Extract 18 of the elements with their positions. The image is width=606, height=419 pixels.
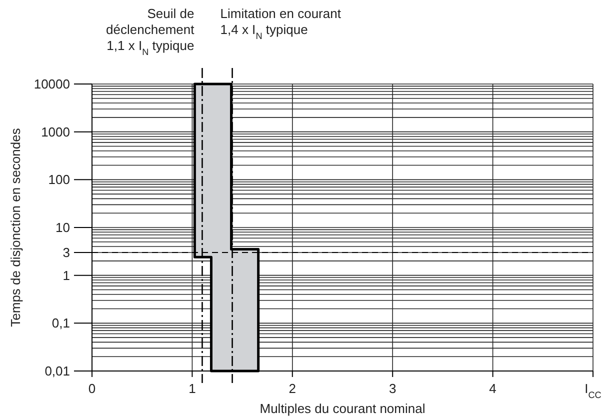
x-tick-label: 3	[388, 381, 396, 396]
y-tick-label: 10	[56, 220, 70, 236]
x-axis-title: Multiples du courant nominal	[260, 401, 426, 416]
x-tick-label: 4	[489, 381, 496, 396]
ref-line-label: Limitation en courant 1,4 x I$_{N}$ typique	[220, 6, 342, 41]
y-tick-label: 10000	[34, 76, 70, 92]
y-tick-label: 0,1	[52, 316, 70, 331]
y-tick-label: 0,01	[44, 364, 70, 379]
y-tick-label: 1000	[41, 124, 70, 140]
y-tick-label: 3	[62, 245, 70, 260]
y-tick-label: 1	[62, 268, 70, 283]
x-tick-label: 1	[188, 381, 196, 396]
y-axis-title: Temps de disjonction en secondes	[8, 128, 23, 327]
x-tick-label: I$_{CC}$	[584, 381, 602, 400]
x-tick-label: 0	[88, 381, 96, 396]
y-tick-label: 100	[48, 172, 70, 188]
x-tick-label: 2	[288, 381, 296, 396]
ref-line-label: Seuil de déclenchement 1,1 x I$_{N}$ typique	[106, 6, 195, 57]
